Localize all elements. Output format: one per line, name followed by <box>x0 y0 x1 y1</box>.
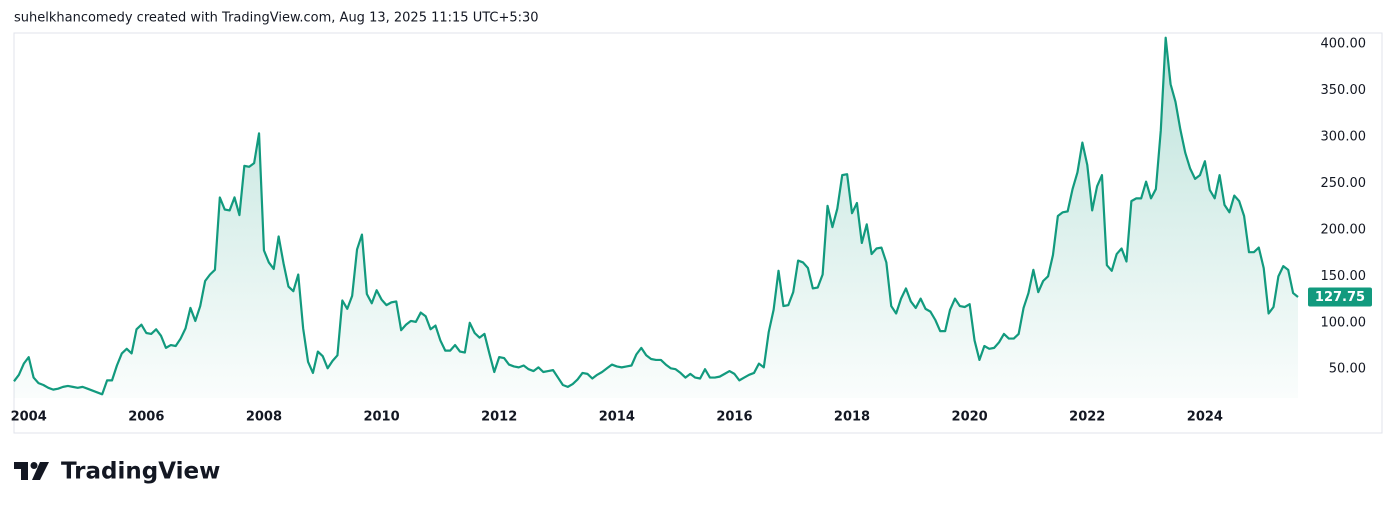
price-line <box>13 36 1299 396</box>
y-tick-label: 400.00 <box>1321 37 1367 52</box>
last-price-label: 127.75 <box>1315 290 1365 305</box>
y-tick-label: 300.00 <box>1321 130 1367 145</box>
y-tick-label: 250.00 <box>1321 176 1367 191</box>
y-tick-label: 50.00 <box>1329 362 1366 377</box>
area-fill <box>14 37 1298 399</box>
x-tick-label: 2024 <box>1187 410 1223 425</box>
x-tick-label: 2006 <box>128 410 164 425</box>
x-tick-label: 2004 <box>11 410 47 425</box>
x-tick-label: 2012 <box>481 410 517 425</box>
x-tick-label: 2020 <box>952 410 988 425</box>
x-tick-label: 2008 <box>246 410 282 425</box>
x-tick-label: 2016 <box>716 410 752 425</box>
x-tick-label: 2010 <box>363 410 399 425</box>
chart-frame <box>13 32 1383 434</box>
x-tick-label: 2014 <box>599 410 635 425</box>
logo <box>14 462 49 480</box>
brand: TradingView <box>61 459 220 485</box>
y-tick-label: 350.00 <box>1321 83 1367 98</box>
y-tick-label: 100.00 <box>1321 315 1367 330</box>
attribution: suhelkhancomedy created with TradingView… <box>14 11 539 26</box>
last-price-badge <box>1308 287 1372 307</box>
x-tick-label: 2022 <box>1069 410 1105 425</box>
y-tick-label: 200.00 <box>1321 222 1367 237</box>
y-tick-label: 150.00 <box>1321 269 1367 284</box>
x-tick-label: 2018 <box>834 410 870 425</box>
